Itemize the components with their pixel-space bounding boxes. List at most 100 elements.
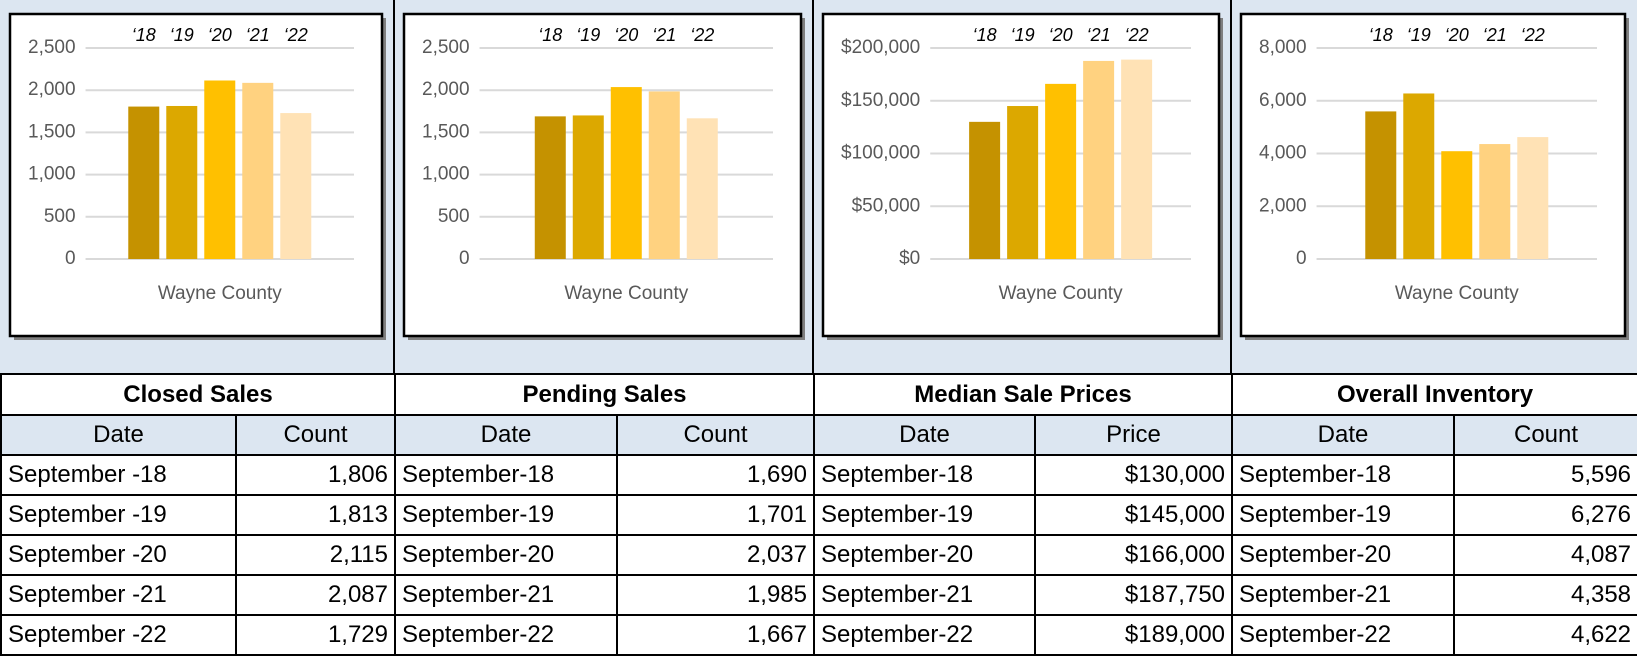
table-cell: September-19	[813, 494, 1036, 536]
table-cell: September-21	[1231, 574, 1456, 616]
y-tick-label: 500	[44, 206, 76, 227]
table-cell: September-21	[394, 574, 618, 616]
table-cell: Date	[813, 414, 1036, 456]
legend-label: ‘20	[1445, 25, 1469, 45]
legend-label: ‘19	[576, 25, 600, 45]
table-cell: $189,000	[1033, 614, 1234, 656]
legend-label: ‘22	[284, 25, 308, 45]
legend-label: ‘21	[1087, 25, 1111, 45]
table-cell: September -22	[0, 614, 237, 656]
y-tick-label: 0	[1296, 248, 1307, 269]
bar	[280, 113, 312, 259]
y-tick-label: 2,000	[1259, 195, 1307, 216]
table-cell: 6,276	[1453, 494, 1637, 536]
table-cell: September-20	[394, 534, 618, 576]
table-row: September -21 2,087 September-21 1,985 Septe…	[0, 574, 1637, 616]
y-tick-label: 1,500	[28, 121, 76, 142]
x-category-label: Wayne County	[1395, 283, 1519, 304]
y-tick-label: $0	[899, 248, 920, 269]
y-tick-label: $150,000	[841, 90, 920, 111]
table-cell: Overall Inventory	[1231, 373, 1637, 416]
legend-label: ‘21	[246, 25, 270, 45]
legend-label: ‘19	[1011, 25, 1035, 45]
y-tick-label: 4,000	[1259, 143, 1307, 164]
y-tick-label: 1,500	[422, 121, 470, 142]
y-tick-label: 2,500	[28, 37, 76, 58]
table-cell: September-20	[1231, 534, 1456, 576]
table-cell: September-22	[813, 614, 1036, 656]
table-cell: September-18	[394, 454, 618, 496]
table-cell: 4,358	[1453, 574, 1637, 616]
table-cell: 4,622	[1453, 614, 1637, 656]
table-cell: Date	[1231, 414, 1456, 456]
bar	[534, 116, 566, 259]
table-cell: September-20	[813, 534, 1036, 576]
table-cell: Count	[235, 414, 396, 456]
legend-label: ‘19	[1407, 25, 1431, 45]
table-cell: 1,806	[235, 454, 396, 496]
bar	[1045, 83, 1077, 260]
table-row: Closed Sales Pending Sales Median Sale Pri…	[0, 373, 1637, 416]
table-row: Date Count Date Count Date Price Date Count	[0, 414, 1637, 456]
table-cell: September -18	[0, 454, 237, 496]
legend-label: ‘22	[1521, 25, 1545, 45]
y-tick-label: 2,500	[422, 37, 470, 58]
y-tick-label: $200,000	[841, 37, 920, 58]
table-row: September -18 1,806 September-18 1,690 Septe…	[0, 454, 1637, 496]
bar	[1083, 60, 1115, 259]
table-cell: 1,813	[235, 494, 396, 536]
legend-label: ‘20	[614, 25, 638, 45]
table-row: September -20 2,115 September-20 2,037 Septe…	[0, 534, 1637, 576]
y-tick-label: 1,000	[422, 164, 470, 185]
table-cell: September-18	[1231, 454, 1456, 496]
y-tick-label: 6,000	[1259, 90, 1307, 111]
bar	[128, 106, 160, 259]
charts-area: 0 500 1,000 1,500 2,000 2,500 ‘18 ‘19 ‘20 ‘21 ‘22 W…	[0, 0, 1637, 373]
bar	[204, 80, 236, 259]
y-tick-label: $100,000	[841, 143, 920, 164]
table-cell: 5,596	[1453, 454, 1637, 496]
table-cell: 1,729	[235, 614, 396, 656]
x-category-label: Wayne County	[158, 283, 282, 304]
table-cell: Date	[394, 414, 618, 456]
bar	[1517, 137, 1549, 259]
legend-label: ‘20	[208, 25, 232, 45]
x-category-label: Wayne County	[564, 283, 688, 304]
table-cell: $145,000	[1033, 494, 1234, 536]
table-cell: 1,985	[616, 574, 815, 616]
table-cell: $187,750	[1033, 574, 1234, 616]
bar	[1441, 151, 1473, 259]
bar	[572, 115, 604, 259]
bar	[1007, 106, 1039, 260]
table-cell: Count	[616, 414, 815, 456]
y-tick-label: 2,000	[422, 79, 470, 100]
table-row: September -22 1,729 September-22 1,667 Septe…	[0, 614, 1637, 656]
y-tick-label: 0	[65, 248, 76, 269]
table-cell: 1,690	[616, 454, 815, 496]
table-cell: $130,000	[1033, 454, 1234, 496]
table-cell: September-21	[813, 574, 1036, 616]
bar	[648, 91, 680, 259]
bar	[166, 105, 198, 259]
bar	[1121, 59, 1153, 260]
y-tick-label: 8,000	[1259, 37, 1307, 58]
table-cell: September-22	[394, 614, 618, 656]
table-cell: September-22	[1231, 614, 1456, 656]
bar	[1479, 144, 1511, 259]
legend-label: ‘22	[690, 25, 714, 45]
legend-label: ‘21	[652, 25, 676, 45]
table-cell: 1,667	[616, 614, 815, 656]
bar	[686, 118, 718, 259]
y-tick-label: 1,000	[28, 164, 76, 185]
table-cell: Count	[1453, 414, 1637, 456]
data-table: Closed Sales Pending Sales Median Sale Pri…	[0, 373, 1637, 656]
legend-label: ‘19	[170, 25, 194, 45]
y-tick-label: 0	[459, 248, 470, 269]
table-cell: $166,000	[1033, 534, 1234, 576]
table-cell: Price	[1033, 414, 1234, 456]
table-cell: 4,087	[1453, 534, 1637, 576]
y-tick-label: $50,000	[852, 195, 921, 216]
table-cell: September -21	[0, 574, 237, 616]
table-cell: Date	[0, 414, 237, 456]
